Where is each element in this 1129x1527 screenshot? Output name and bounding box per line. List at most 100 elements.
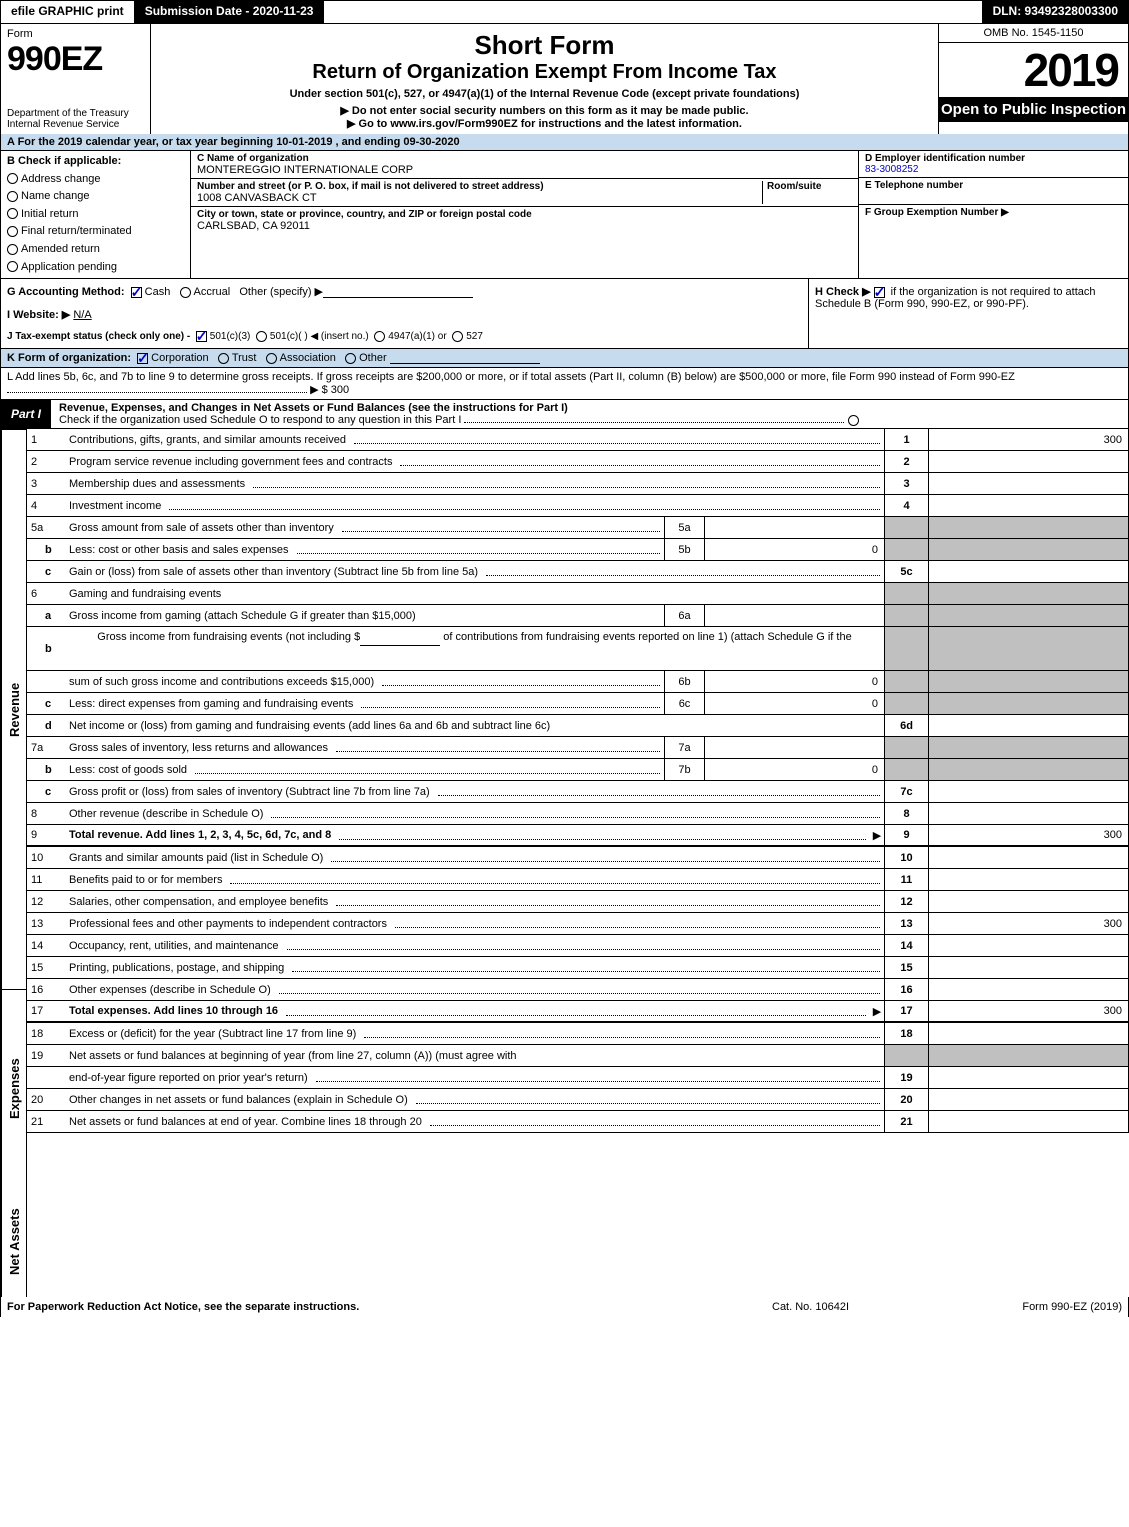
goto-link[interactable]: ▶ Go to www.irs.gov/Form990EZ for instru… [157, 117, 932, 130]
h-column: H Check ▶ if the organization is not req… [808, 279, 1128, 348]
row-7b: b Less: cost of goods sold 7b 0 [27, 759, 1129, 781]
right-num: 6d [884, 715, 928, 736]
line-num: 20 [27, 1089, 65, 1110]
check-other-org[interactable] [345, 353, 356, 364]
omb-number: OMB No. 1545-1150 [939, 24, 1128, 43]
check-trust[interactable] [218, 353, 229, 364]
row-5b: b Less: cost or other basis and sales ex… [27, 539, 1129, 561]
check-h[interactable] [874, 287, 885, 298]
side-net-assets: Net Assets [1, 1187, 27, 1297]
ssn-warning: ▶ Do not enter social security numbers o… [157, 104, 932, 117]
efile-button[interactable]: efile GRAPHIC print [1, 1, 135, 23]
line-num: 14 [27, 935, 65, 956]
sub-val: 0 [704, 693, 884, 714]
check-4947[interactable] [374, 331, 385, 342]
line-desc: Total revenue. Add lines 1, 2, 3, 4, 5c,… [65, 825, 870, 845]
check-accrual[interactable] [180, 287, 191, 298]
b-label: B Check if applicable: [7, 155, 121, 167]
right-num: 7c [884, 781, 928, 802]
check-association[interactable] [266, 353, 277, 364]
line-desc: Gain or (loss) from sale of assets other… [65, 561, 884, 582]
row-17: 17 Total expenses. Add lines 10 through … [27, 1001, 1129, 1023]
right-val [928, 1111, 1128, 1132]
row-21: 21 Net assets or fund balances at end of… [27, 1111, 1129, 1133]
line-num: 19 [27, 1045, 65, 1066]
line-desc: Total expenses. Add lines 10 through 16 [65, 1001, 870, 1021]
i-label: I Website: ▶ [7, 309, 70, 321]
irs-label: Internal Revenue Service [7, 119, 144, 130]
right-val [928, 583, 1128, 604]
line-desc: Benefits paid to or for members [65, 869, 884, 890]
line-num: 12 [27, 891, 65, 912]
right-val [928, 605, 1128, 626]
check-cash[interactable] [131, 287, 142, 298]
line-num: c [27, 693, 65, 714]
line-num: 9 [27, 825, 65, 845]
line-num: 1 [27, 429, 65, 450]
check-final-return[interactable] [7, 226, 18, 237]
line-num: 16 [27, 979, 65, 1000]
line-desc: Grants and similar amounts paid (list in… [65, 847, 884, 868]
e-phone-label: E Telephone number [865, 180, 1122, 191]
org-street: 1008 CANVASBACK CT [197, 192, 762, 204]
line-desc: Excess or (deficit) for the year (Subtra… [65, 1023, 884, 1044]
dept-treasury: Department of the Treasury [7, 108, 144, 119]
check-amended-return[interactable] [7, 244, 18, 255]
right-val [928, 715, 1128, 736]
row-9: 9 Total revenue. Add lines 1, 2, 3, 4, 5… [27, 825, 1129, 847]
check-501c3[interactable] [196, 331, 207, 342]
sub-num: 5a [664, 517, 704, 538]
check-schedule-o[interactable] [848, 415, 859, 426]
sub-val [704, 605, 884, 626]
right-num: 21 [884, 1111, 928, 1132]
row-12: 12 Salaries, other compensation, and emp… [27, 891, 1129, 913]
row-6a: a Gross income from gaming (attach Sched… [27, 605, 1129, 627]
check-initial-return[interactable] [7, 208, 18, 219]
row-3: 3 Membership dues and assessments 3 [27, 473, 1129, 495]
check-name-change[interactable] [7, 191, 18, 202]
check-application-pending[interactable] [7, 261, 18, 272]
right-num: 17 [884, 1001, 928, 1021]
right-num: 4 [884, 495, 928, 516]
right-val [928, 737, 1128, 758]
other-specify-blank[interactable] [323, 286, 473, 298]
line-desc: Gaming and fundraising events [65, 583, 884, 604]
line-num: 8 [27, 803, 65, 824]
line-desc: Other changes in net assets or fund bala… [65, 1089, 884, 1110]
title-cell: Short Form Return of Organization Exempt… [151, 24, 938, 134]
line-desc: Less: cost of goods sold [65, 759, 664, 780]
right-num: 16 [884, 979, 928, 1000]
row-18: 18 Excess or (deficit) for the year (Sub… [27, 1023, 1129, 1045]
sub-num: 7b [664, 759, 704, 780]
right-val [928, 539, 1128, 560]
opt-name-change: Name change [21, 190, 90, 202]
right-num [884, 605, 928, 626]
line-num: 10 [27, 847, 65, 868]
right-val [928, 473, 1128, 494]
sub-num: 7a [664, 737, 704, 758]
right-num [884, 693, 928, 714]
right-val: 300 [928, 825, 1128, 845]
check-corporation[interactable] [137, 353, 148, 364]
subtitle: Under section 501(c), 527, or 4947(a)(1)… [157, 88, 932, 100]
c-street-label: Number and street (or P. O. box, if mail… [197, 181, 762, 192]
check-527[interactable] [452, 331, 463, 342]
check-address-change[interactable] [7, 173, 18, 184]
sub-num: 6b [664, 671, 704, 692]
main-table: 1 Contributions, gifts, grants, and simi… [27, 429, 1129, 1297]
line-num: 18 [27, 1023, 65, 1044]
line-num: 7a [27, 737, 65, 758]
check-501c[interactable] [256, 331, 267, 342]
side-expenses: Expenses [1, 989, 27, 1187]
opt-application-pending: Application pending [21, 261, 117, 273]
row-4: 4 Investment income 4 [27, 495, 1129, 517]
right-num: 19 [884, 1067, 928, 1088]
line-desc: end-of-year figure reported on prior yea… [65, 1067, 884, 1088]
right-val [928, 869, 1128, 890]
other-org-blank[interactable] [390, 352, 540, 364]
tax-year: 2019 [939, 43, 1128, 97]
part1-tab: Part I [1, 400, 51, 428]
submission-date-button[interactable]: Submission Date - 2020-11-23 [135, 1, 325, 23]
sub-val [704, 517, 884, 538]
right-val [928, 803, 1128, 824]
